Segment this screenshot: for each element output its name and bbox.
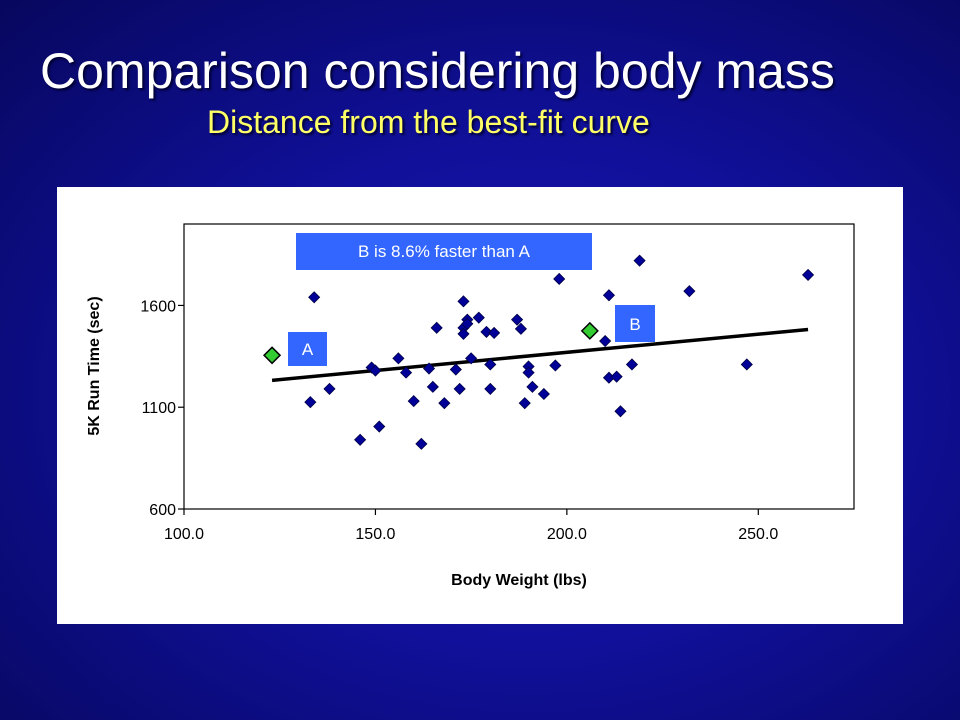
data-point bbox=[514, 322, 527, 335]
callout-a: A bbox=[288, 332, 327, 366]
data-point bbox=[614, 405, 627, 418]
data-point bbox=[430, 321, 443, 334]
data-point bbox=[308, 291, 321, 304]
data-point bbox=[602, 289, 616, 302]
y-tick-label: 1600 bbox=[140, 298, 176, 315]
data-point bbox=[461, 317, 474, 330]
data-point bbox=[457, 327, 470, 340]
data-point bbox=[518, 397, 531, 410]
highlight-point-a bbox=[262, 346, 282, 365]
data-point bbox=[480, 325, 493, 338]
data-point bbox=[625, 358, 639, 371]
callout-a-box bbox=[288, 332, 327, 366]
scatter-chart: 100.0 150.0 200.0 250.0 600 1100 1600 B is 8.… bbox=[86, 223, 855, 589]
callout-b-text: B bbox=[629, 315, 640, 334]
data-points bbox=[304, 254, 815, 450]
callout-b: B bbox=[615, 305, 655, 342]
data-point bbox=[426, 380, 439, 393]
slide-subtitle: Distance from the best-fit curve bbox=[207, 104, 650, 140]
slide-title: Comparison considering body mass bbox=[40, 43, 835, 99]
y-tick-label: 1100 bbox=[142, 400, 177, 417]
data-point bbox=[323, 382, 336, 395]
x-axis: 100.0 150.0 200.0 250.0 bbox=[164, 509, 778, 543]
data-point bbox=[457, 295, 470, 308]
highlight-points bbox=[262, 321, 599, 365]
data-point bbox=[449, 363, 462, 376]
data-point bbox=[484, 382, 497, 395]
x-tick-label: 100.0 bbox=[164, 526, 204, 543]
data-point bbox=[369, 364, 382, 377]
data-point bbox=[511, 313, 524, 326]
data-point bbox=[407, 395, 420, 408]
data-point bbox=[304, 396, 317, 409]
callout-main-text: B is 8.6% faster than A bbox=[358, 242, 531, 261]
y-axis-title: 5K Run Time (sec) bbox=[86, 296, 103, 435]
data-point bbox=[399, 366, 413, 379]
data-point bbox=[415, 437, 428, 450]
data-point bbox=[683, 285, 696, 298]
trendline bbox=[271, 327, 809, 383]
data-point bbox=[472, 311, 485, 324]
data-point bbox=[740, 358, 753, 371]
data-point bbox=[484, 358, 497, 371]
y-tick-label: 600 bbox=[149, 502, 176, 519]
data-point bbox=[526, 380, 539, 393]
x-axis-title: Body Weight (lbs) bbox=[451, 572, 587, 589]
data-point bbox=[801, 268, 815, 281]
callout-main: B is 8.6% faster than A bbox=[296, 233, 592, 270]
data-point bbox=[553, 272, 566, 286]
data-point bbox=[354, 433, 367, 446]
data-point bbox=[522, 366, 535, 379]
data-point bbox=[422, 362, 436, 375]
x-tick-label: 200.0 bbox=[547, 526, 587, 543]
y-axis: 600 1100 1600 bbox=[140, 298, 184, 519]
callout-a-text: A bbox=[302, 340, 314, 359]
callout-main-box bbox=[296, 233, 592, 270]
data-point bbox=[438, 397, 451, 410]
x-tick-label: 250.0 bbox=[738, 526, 778, 543]
data-point bbox=[488, 326, 501, 339]
callout-b-box bbox=[615, 305, 655, 342]
data-point bbox=[610, 370, 623, 383]
plot-area bbox=[183, 223, 855, 510]
x-tick-label: 150.0 bbox=[355, 526, 395, 543]
highlight-point-b bbox=[580, 321, 599, 340]
data-point bbox=[633, 254, 646, 267]
data-point bbox=[373, 420, 386, 433]
data-point bbox=[549, 359, 562, 372]
data-point bbox=[453, 382, 466, 395]
data-point bbox=[537, 387, 550, 401]
data-point bbox=[392, 352, 405, 365]
data-point bbox=[599, 334, 612, 348]
chart-panel: 100.0 150.0 200.0 250.0 600 1100 1600 B is 8.… bbox=[57, 187, 903, 624]
data-point bbox=[465, 352, 478, 365]
